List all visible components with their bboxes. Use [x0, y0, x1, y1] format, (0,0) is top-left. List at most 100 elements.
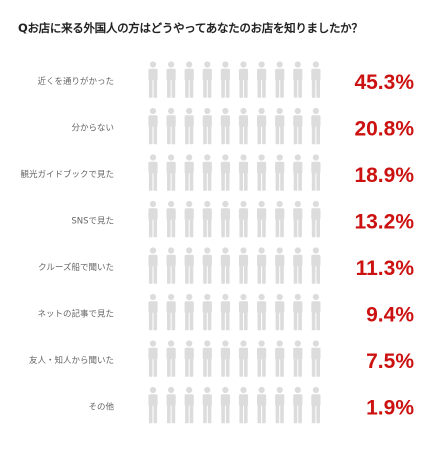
value-label: 18.9% [354, 164, 414, 187]
person-icon [238, 386, 249, 424]
person-icon [184, 61, 194, 98]
row-6: ネットの記事で見た 9.4% [37, 293, 414, 331]
person-icon [166, 340, 176, 377]
person-icon [311, 293, 321, 331]
person-icon [184, 386, 194, 424]
person-icon [148, 293, 158, 331]
person-icon [293, 154, 303, 191]
person-icon [220, 61, 230, 98]
person-icon [293, 200, 303, 238]
person-icon [238, 247, 249, 284]
person-icon [184, 340, 194, 377]
person-icon [275, 340, 285, 377]
person-icon [275, 293, 285, 331]
chart-title: Qお店に来る外国人の方はどうやってあなたのお店を知りましたか？ [18, 21, 363, 35]
person-icon [293, 247, 303, 284]
value-label: 9.4% [366, 304, 414, 327]
person-icon [202, 200, 212, 238]
row-1: 近くを通りがかった 45.3% [37, 61, 414, 98]
person-icon [311, 340, 321, 377]
person-icon [184, 247, 194, 284]
category-label: 友人・知人から聞いた [29, 355, 114, 366]
value-label: 11.3% [356, 257, 415, 280]
person-icon [148, 386, 158, 424]
person-icon [257, 340, 267, 377]
person-icon [293, 293, 303, 331]
person-icon [293, 107, 303, 145]
person-icon [166, 247, 176, 284]
category-label: 近くを通りがかった [37, 76, 114, 87]
person-icon [166, 107, 176, 145]
person-icon [257, 154, 267, 191]
category-label: その他 [88, 402, 114, 413]
person-icon [257, 247, 267, 284]
person-icon [148, 247, 158, 284]
person-icon [148, 340, 158, 377]
person-icon [148, 61, 158, 98]
person-icon [311, 386, 321, 424]
value-label: 13.2% [354, 211, 414, 234]
person-icon [257, 386, 267, 424]
person-icon [220, 154, 230, 191]
person-icon [148, 200, 158, 238]
person-icon [275, 154, 285, 191]
person-icon [257, 107, 267, 145]
person-icon [202, 61, 212, 98]
value-label: 20.8% [354, 118, 414, 141]
person-icon [202, 154, 212, 191]
person-icon [202, 247, 212, 284]
person-icon [293, 61, 303, 98]
person-icon [166, 386, 176, 424]
person-icon [220, 386, 230, 424]
person-icon [238, 61, 249, 98]
person-icon [311, 107, 321, 145]
person-icon [166, 154, 176, 191]
person-icon [220, 293, 230, 331]
person-icon [202, 293, 212, 331]
value-label: 7.5% [366, 350, 414, 373]
person-icon [275, 107, 285, 145]
person-icon [275, 61, 285, 98]
category-label: SNSで見た [71, 217, 114, 227]
category-label: クルーズ船で聞いた [38, 262, 114, 273]
person-icon [275, 386, 285, 424]
person-icon [166, 61, 176, 98]
row-2: 分からない 20.8% [71, 107, 414, 145]
person-icon [238, 200, 249, 238]
person-icon [184, 107, 194, 145]
person-icon [275, 247, 285, 284]
category-label: ネットの記事で見た [37, 309, 114, 320]
person-icon [202, 107, 212, 145]
person-icon [238, 154, 249, 191]
person-icon [257, 200, 267, 238]
person-icon [202, 386, 212, 424]
person-icon [220, 340, 230, 377]
person-icon [148, 107, 158, 145]
person-icon [166, 200, 176, 238]
category-label: 分からない [71, 124, 114, 134]
person-icon [184, 293, 194, 331]
value-label: 1.9% [366, 397, 414, 420]
row-7: 友人・知人から聞いた 7.5% [29, 340, 414, 377]
person-icon [220, 107, 230, 145]
person-icon [257, 61, 267, 98]
person-icon [311, 200, 321, 238]
person-icon [293, 386, 303, 424]
person-icon [166, 293, 176, 331]
person-icon [184, 154, 194, 191]
row-4: SNSで見た 13.2% [71, 200, 414, 238]
row-3: 観光ガイドブックで見た 18.9% [20, 154, 414, 191]
person-icon [311, 61, 321, 98]
person-icon [238, 107, 249, 145]
person-icon [220, 247, 230, 284]
person-icon [311, 154, 321, 191]
category-label: 観光ガイドブックで見た [20, 169, 114, 180]
person-icon [202, 340, 212, 377]
person-icon [220, 200, 230, 238]
person-icon [238, 340, 249, 377]
row-8: その他 1.9% [88, 386, 414, 424]
value-label: 45.3% [354, 71, 414, 94]
person-icon [257, 293, 267, 331]
person-icon [184, 200, 194, 238]
person-icon [293, 340, 303, 377]
